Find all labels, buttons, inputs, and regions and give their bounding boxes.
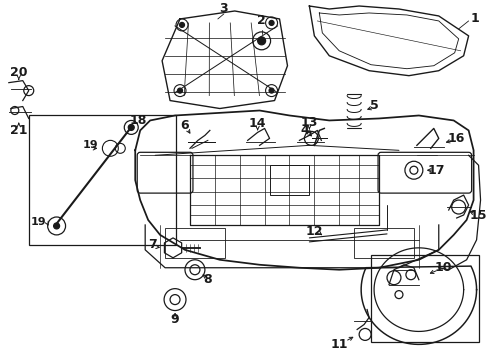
Text: 5: 5: [369, 99, 378, 112]
Circle shape: [179, 22, 184, 27]
Text: 1: 1: [469, 13, 478, 26]
Text: 2: 2: [257, 14, 265, 27]
Text: 7: 7: [147, 238, 156, 251]
Text: 19: 19: [82, 140, 98, 150]
Circle shape: [268, 88, 273, 93]
Bar: [269, 165, 309, 195]
Text: 21: 21: [10, 124, 27, 137]
Circle shape: [128, 125, 134, 130]
Circle shape: [54, 223, 60, 229]
Text: 14: 14: [248, 117, 266, 130]
Circle shape: [177, 88, 182, 93]
Text: 20: 20: [10, 66, 27, 79]
Text: 10: 10: [434, 261, 451, 274]
Text: 12: 12: [305, 225, 323, 238]
Bar: [29, 116, 176, 245]
Bar: [370, 255, 478, 342]
Text: 18: 18: [129, 114, 146, 127]
Text: 9: 9: [170, 313, 179, 326]
Text: 19: 19: [31, 217, 46, 227]
Circle shape: [257, 37, 265, 45]
Text: 3: 3: [219, 3, 227, 15]
Bar: [165, 228, 224, 258]
Circle shape: [268, 21, 273, 26]
Text: 16: 16: [447, 132, 465, 145]
Bar: [353, 228, 413, 258]
Text: 11: 11: [330, 338, 347, 351]
Text: 13: 13: [300, 116, 317, 129]
Text: 15: 15: [469, 208, 487, 221]
Text: 8: 8: [203, 273, 212, 286]
Text: 6: 6: [180, 119, 189, 132]
Text: 4: 4: [300, 124, 308, 137]
Text: 17: 17: [427, 164, 445, 177]
